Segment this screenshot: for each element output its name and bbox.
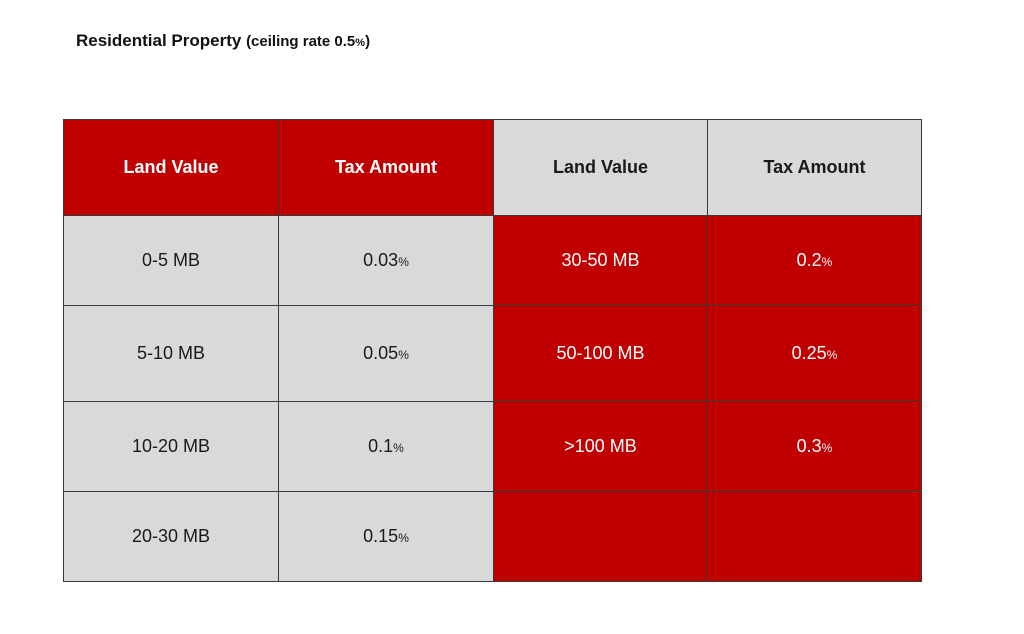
land-value-cell: 30-50 MB [493, 215, 708, 306]
land-value-cell: 50-100 MB [493, 305, 708, 402]
table-row: 5-10 MB 0.05% 50-100 MB 0.25% [63, 305, 922, 402]
empty-cell [493, 491, 708, 582]
title-sub-close: ) [365, 33, 371, 50]
land-value-cell: 20-30 MB [63, 491, 279, 582]
land-value-cell: 5-10 MB [63, 305, 279, 402]
title-main: Residential Property [76, 31, 242, 50]
land-value-cell: 10-20 MB [63, 401, 279, 492]
tax-percent: % [398, 255, 409, 269]
tax-value: 0.05 [363, 343, 399, 363]
table-row: 10-20 MB 0.1% >100 MB 0.3% [63, 401, 922, 492]
tax-value: 0.03 [363, 250, 399, 270]
tax-amount-cell: 0.15% [278, 491, 494, 582]
tax-rate-table: Land Value Tax Amount Land Value Tax Amo… [63, 119, 922, 582]
tax-percent: % [821, 255, 833, 269]
land-value-cell: 0-5 MB [63, 215, 279, 306]
tax-amount-cell: 0.1% [278, 401, 494, 492]
table-row: 0-5 MB 0.03% 30-50 MB 0.2% [63, 215, 922, 306]
header-land-value-left: Land Value [63, 119, 279, 216]
tax-percent: % [398, 531, 409, 545]
tax-value: 0.3 [796, 436, 822, 456]
title-subtitle: (ceiling rate 0.5%) [246, 33, 370, 50]
page-title: Residential Property (ceiling rate 0.5%) [76, 31, 370, 51]
title-sub-open: (ceiling rate 0.5 [246, 33, 356, 50]
tax-amount-cell: 0.3% [707, 401, 922, 492]
tax-percent: % [821, 441, 833, 455]
header-tax-amount-left: Tax Amount [278, 119, 494, 216]
tax-percent: % [826, 348, 838, 362]
table-header-row: Land Value Tax Amount Land Value Tax Amo… [63, 119, 922, 216]
tax-amount-cell: 0.05% [278, 305, 494, 402]
header-tax-amount-right: Tax Amount [707, 119, 922, 216]
title-sub-percent: % [355, 37, 366, 49]
tax-amount-cell: 0.03% [278, 215, 494, 306]
tax-value: 0.1 [368, 436, 394, 456]
tax-amount-cell: 0.25% [707, 305, 922, 402]
tax-percent: % [398, 348, 409, 362]
table-row: 20-30 MB 0.15% [63, 491, 922, 582]
empty-cell [707, 491, 922, 582]
tax-value: 0.15 [363, 526, 399, 546]
tax-amount-cell: 0.2% [707, 215, 922, 306]
tax-value: 0.25 [791, 343, 827, 363]
header-land-value-right: Land Value [493, 119, 708, 216]
tax-value: 0.2 [796, 250, 822, 270]
land-value-cell: >100 MB [493, 401, 708, 492]
tax-percent: % [393, 441, 404, 455]
